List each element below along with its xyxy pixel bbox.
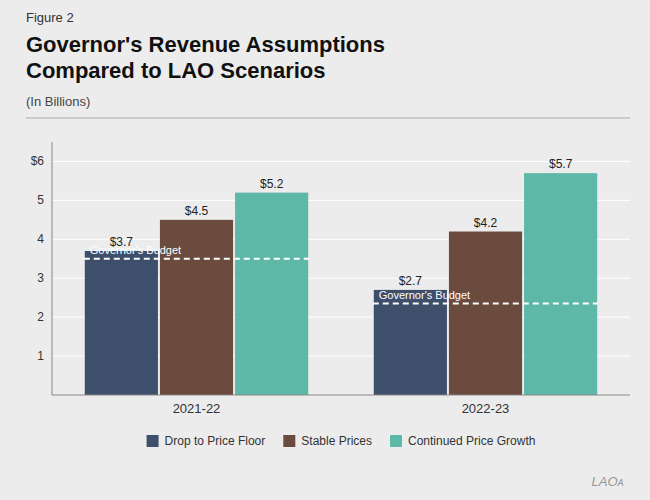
background xyxy=(0,0,650,500)
grid-line xyxy=(52,161,630,162)
data-label: $4.2 xyxy=(474,216,498,230)
bar xyxy=(85,251,158,395)
legend-item: Continued Price Growth xyxy=(390,434,535,448)
chart-container: Figure 2Governor's Revenue AssumptionsCo… xyxy=(0,0,650,500)
y-tick-labels: 1 2 3 4 5 $6 xyxy=(31,154,45,363)
y-tick-label: 4 xyxy=(37,232,44,246)
reference-lines xyxy=(84,259,598,304)
legend-label: Continued Price Growth xyxy=(408,434,535,448)
y-tick-label: 2 xyxy=(37,310,44,324)
bar xyxy=(374,290,447,395)
title-line: Governor's Revenue Assumptions xyxy=(26,32,385,57)
legend-item: Stable Prices xyxy=(283,434,372,448)
y-tick-label: 5 xyxy=(37,193,44,207)
legend-item: Drop to Price Floor xyxy=(147,434,266,448)
subtitle: (In Billions) xyxy=(26,94,90,109)
legend-label: Stable Prices xyxy=(301,434,372,448)
bars xyxy=(85,173,597,395)
x-tick-label: 2022-23 xyxy=(462,401,510,416)
legend-swatch xyxy=(283,435,295,447)
legend-label: Drop to Price Floor xyxy=(165,434,266,448)
figure-label: Figure 2 xyxy=(26,10,74,25)
chart-svg: Figure 2Governor's Revenue AssumptionsCo… xyxy=(0,0,650,500)
legend: Drop to Price Floor Stable Prices Continue… xyxy=(147,434,536,448)
y-tick-label: 3 xyxy=(37,271,44,285)
data-labels: $3.7$2.7$4.5$4.2$5.2$5.7 xyxy=(110,157,573,288)
watermark: LAOᴀ xyxy=(591,474,624,489)
data-label: $4.5 xyxy=(185,204,209,218)
reference-label: Governor's Budget xyxy=(379,289,470,301)
legend-swatch xyxy=(390,435,402,447)
data-label: $5.2 xyxy=(260,177,284,191)
x-tick-labels: 2021-22 2022-23 xyxy=(173,401,510,416)
title: Governor's Revenue AssumptionsCompared t… xyxy=(26,32,385,83)
x-tick-label: 2021-22 xyxy=(173,401,221,416)
separator xyxy=(26,118,630,119)
y-axis-line xyxy=(52,142,53,395)
bar xyxy=(449,232,522,395)
reference-line xyxy=(84,258,309,260)
data-label: $5.7 xyxy=(549,157,573,171)
reference-line xyxy=(373,303,598,305)
data-label: $2.7 xyxy=(399,274,423,288)
y-tick-label: 1 xyxy=(37,349,44,363)
legend-swatch xyxy=(147,435,159,447)
x-axis-line xyxy=(52,395,630,396)
title-line: Compared to LAO Scenarios xyxy=(26,58,326,83)
reference-labels: Governor's Budget Governor's Budget xyxy=(90,244,470,301)
y-tick-label: $6 xyxy=(31,154,45,168)
reference-label: Governor's Budget xyxy=(90,244,181,256)
bar xyxy=(235,193,308,395)
bar xyxy=(524,173,597,395)
